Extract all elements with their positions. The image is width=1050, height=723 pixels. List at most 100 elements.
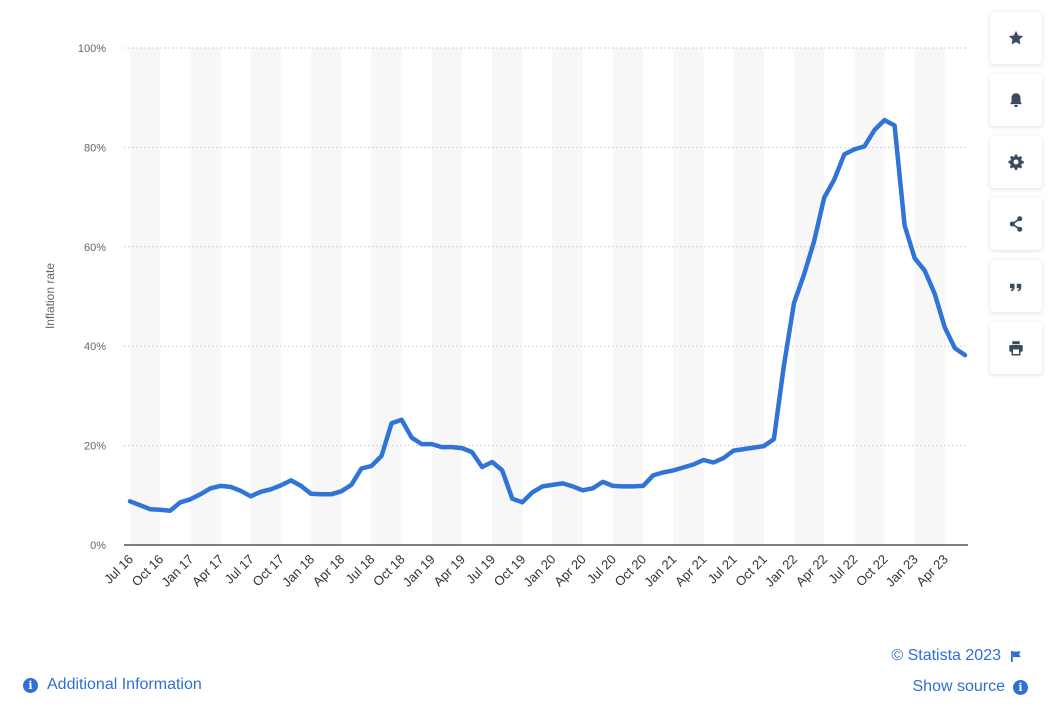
data-point: [742, 447, 746, 451]
background-band: [854, 48, 885, 545]
data-point: [802, 273, 806, 277]
print-icon: [1009, 341, 1023, 356]
data-point: [168, 509, 172, 513]
favorite-button[interactable]: [990, 12, 1042, 64]
data-point: [842, 152, 846, 156]
x-tick-label: Apr 18: [310, 552, 348, 590]
data-point: [873, 128, 877, 132]
x-tick-label: Jan 22: [762, 552, 800, 590]
data-point: [651, 473, 655, 477]
y-tick-label: 0%: [90, 540, 106, 552]
background-band: [190, 48, 221, 545]
data-point: [178, 500, 182, 504]
background-band: [130, 48, 161, 545]
data-point: [812, 239, 816, 243]
x-tick-label: Oct 19: [491, 551, 529, 589]
background-band: [311, 48, 342, 545]
data-point: [551, 483, 555, 487]
flag-icon[interactable]: [1010, 650, 1022, 663]
info-icon: i: [1013, 679, 1028, 695]
x-tick-label: Oct 16: [129, 552, 167, 590]
x-tick-label: Apr 21: [672, 551, 710, 589]
chart-toolbar: [990, 12, 1042, 374]
data-point: [198, 492, 202, 496]
data-point: [440, 445, 444, 449]
gear-icon: [1008, 154, 1024, 170]
bell-icon: [1010, 93, 1022, 107]
cite-button[interactable]: [990, 260, 1042, 312]
data-point: [470, 450, 474, 454]
x-tick-label: Apr 17: [189, 551, 227, 589]
data-point: [601, 480, 605, 484]
x-tick-label: Jan 21: [641, 552, 679, 590]
notification-button[interactable]: [990, 74, 1042, 126]
x-tick-label: Oct 22: [853, 552, 891, 590]
data-point: [792, 301, 796, 305]
data-point: [319, 492, 323, 496]
data-point: [862, 144, 866, 148]
data-point: [621, 484, 625, 488]
data-point: [339, 489, 343, 493]
copyright-notice[interactable]: © Statista 2023: [891, 647, 1022, 665]
data-point: [722, 456, 726, 460]
data-point: [500, 468, 504, 472]
y-tick-label: 20%: [84, 441, 106, 453]
x-tick-label: Jan 19: [400, 552, 438, 590]
data-point: [309, 492, 313, 496]
info-icon: i: [23, 677, 38, 693]
share-icon: [1009, 216, 1023, 232]
x-tick-label: Oct 18: [370, 551, 408, 589]
data-point: [762, 444, 766, 448]
data-point: [359, 467, 363, 471]
data-point: [933, 292, 937, 296]
x-tick-label: Jan 18: [279, 552, 317, 590]
background-band: [612, 48, 644, 545]
data-point: [249, 494, 253, 498]
x-tick-label: Jan 17: [158, 552, 196, 590]
data-point: [369, 464, 373, 468]
x-tick-label: Oct 17: [249, 552, 287, 590]
data-point: [903, 223, 907, 227]
data-point: [772, 437, 776, 441]
data-point: [229, 485, 233, 489]
data-point: [490, 460, 494, 464]
data-point: [420, 442, 424, 446]
data-point: [269, 487, 273, 491]
data-point: [299, 484, 303, 488]
data-point: [510, 497, 514, 501]
data-point: [480, 465, 484, 469]
y-tick-label: 60%: [84, 242, 106, 254]
background-band: [794, 48, 825, 545]
data-point: [239, 489, 243, 493]
additional-information-label: Additional Information: [47, 676, 202, 693]
data-point: [641, 484, 645, 488]
data-point: [893, 124, 897, 128]
data-point: [963, 353, 967, 357]
data-point: [752, 446, 756, 450]
data-point: [681, 466, 685, 470]
x-tick-label: Apr 22: [793, 552, 831, 590]
data-point: [561, 481, 565, 485]
data-point: [138, 503, 142, 507]
data-point: [541, 484, 545, 488]
y-axis-label: Inflation rate: [43, 263, 57, 329]
background-band: [371, 48, 402, 545]
x-tick-label: Jan 23: [883, 552, 921, 590]
additional-information-link[interactable]: i Additional Information: [23, 676, 202, 694]
inflation-rate-line: [127, 117, 968, 513]
data-point: [460, 446, 464, 450]
x-tick-label: Jan 20: [520, 551, 558, 589]
data-point: [219, 484, 223, 488]
share-button[interactable]: [990, 198, 1042, 250]
print-button[interactable]: [990, 322, 1042, 374]
data-point: [661, 470, 665, 474]
data-point: [832, 178, 836, 182]
data-point: [953, 346, 957, 350]
show-source-link[interactable]: Show source i: [913, 678, 1028, 696]
settings-button[interactable]: [990, 136, 1042, 188]
x-tick-label: Oct 21: [732, 552, 770, 590]
data-point: [400, 418, 404, 422]
data-point: [591, 486, 595, 490]
data-point: [289, 478, 293, 482]
